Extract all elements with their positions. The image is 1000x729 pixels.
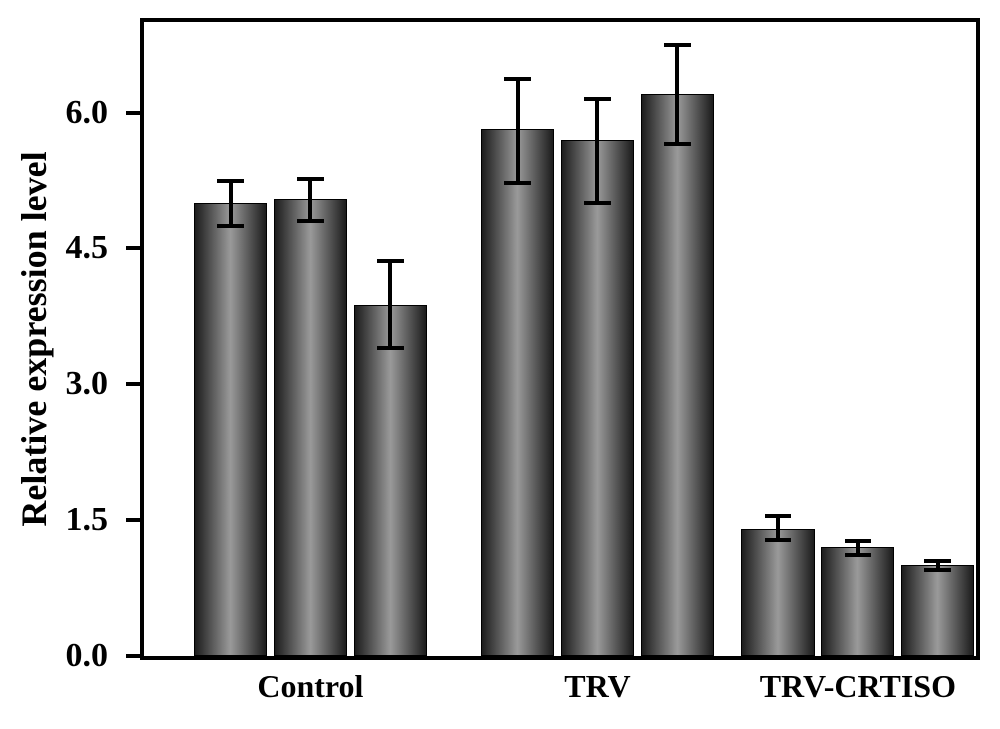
y-tick-label: 6.0 xyxy=(66,94,109,132)
error-bar-cap xyxy=(765,538,792,542)
y-tick-label: 0.0 xyxy=(66,637,109,675)
x-group-label: TRV xyxy=(564,668,630,705)
error-bar-cap xyxy=(664,142,691,146)
bar xyxy=(561,140,634,656)
error-bar-cap xyxy=(504,77,531,81)
error-bar-cap xyxy=(845,553,872,557)
plot-area xyxy=(140,18,980,660)
bar xyxy=(481,129,554,656)
error-bar-stem xyxy=(675,45,679,145)
error-bar-cap xyxy=(664,43,691,47)
error-bar-cap xyxy=(504,181,531,185)
error-bar-cap xyxy=(297,219,324,223)
y-tick xyxy=(126,518,140,522)
bar xyxy=(274,199,347,656)
y-tick-label: 3.0 xyxy=(66,365,109,403)
bar xyxy=(641,94,714,656)
error-bar-stem xyxy=(388,261,392,348)
error-bar-cap xyxy=(377,259,404,263)
error-bar-cap xyxy=(765,514,792,518)
error-bar-cap xyxy=(217,179,244,183)
error-bar-cap xyxy=(845,539,872,543)
error-bar-stem xyxy=(308,179,312,222)
y-tick-label: 1.5 xyxy=(66,501,109,539)
bar xyxy=(354,305,427,656)
error-bar-cap xyxy=(924,568,951,572)
x-group-label: TRV-CRTISO xyxy=(760,668,956,705)
error-bar-cap xyxy=(924,559,951,563)
bar xyxy=(741,529,814,656)
error-bar-stem xyxy=(229,181,233,226)
y-tick xyxy=(126,382,140,386)
error-bar-stem xyxy=(776,516,780,540)
bar xyxy=(901,565,974,656)
y-tick xyxy=(126,654,140,658)
bar xyxy=(821,547,894,656)
error-bar-stem xyxy=(595,99,599,203)
x-group-label: Control xyxy=(257,668,363,705)
y-axis-label: Relative expression level xyxy=(13,151,55,526)
error-bar-cap xyxy=(217,224,244,228)
error-bar-cap xyxy=(584,201,611,205)
figure: Relative expression level 0.0 1.5 3.0 4.5 6.… xyxy=(0,0,1000,729)
y-tick-label: 4.5 xyxy=(66,229,109,267)
error-bar-cap xyxy=(584,97,611,101)
error-bar-stem xyxy=(516,79,520,183)
y-tick xyxy=(126,111,140,115)
y-tick xyxy=(126,246,140,250)
bar xyxy=(194,203,267,656)
error-bar-cap xyxy=(297,177,324,181)
error-bar-cap xyxy=(377,346,404,350)
